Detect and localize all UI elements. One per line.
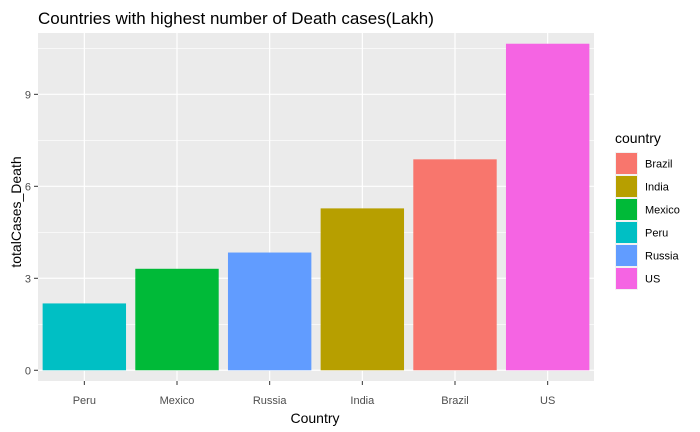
y-axis-title: totalCases_Death [8,156,24,267]
legend-swatch [616,245,637,266]
legend-title: country [615,130,661,146]
x-axis-title: Country [290,410,339,426]
x-tick-label: India [350,395,375,407]
minor-gridlines [38,48,594,325]
y-tick-label: 9 [25,89,31,101]
x-tick-label: Peru [73,395,96,407]
bar-india [320,208,405,371]
bar-brazil [413,159,497,371]
legend-label: India [645,182,670,194]
y-tick-label: 6 [25,181,31,193]
legend-swatch [616,268,637,289]
legend-label: Brazil [645,159,673,171]
legend-label: US [645,274,660,286]
x-tick-label: Brazil [441,395,469,407]
legend-swatch [616,176,637,197]
bars [42,43,590,371]
legend-swatch [616,222,637,243]
legend-label: Mexico [645,205,680,217]
bar-peru [42,303,127,371]
y-tick-label: 3 [25,273,31,285]
legend-swatch [616,153,637,174]
x-tick-label: Mexico [160,395,195,407]
legend-label: Peru [645,228,668,240]
legend-swatch [616,199,637,220]
chart-title: Countries with highest number of Death c… [38,9,434,28]
legend: country Brazil India Mexico Peru Russia US [615,130,680,290]
bar-us [505,43,590,371]
y-tick-label: 0 [25,365,31,377]
bar-russia [227,252,312,371]
bar-mexico [135,268,219,371]
x-tick-label: US [540,395,555,407]
y-axis-ticks: 0 3 6 9 [25,89,38,377]
x-axis-ticks: Peru Mexico Russia India Brazil US [73,381,555,407]
x-tick-label: Russia [253,395,288,407]
legend-label: Russia [645,251,680,263]
plot-panel [38,33,594,381]
